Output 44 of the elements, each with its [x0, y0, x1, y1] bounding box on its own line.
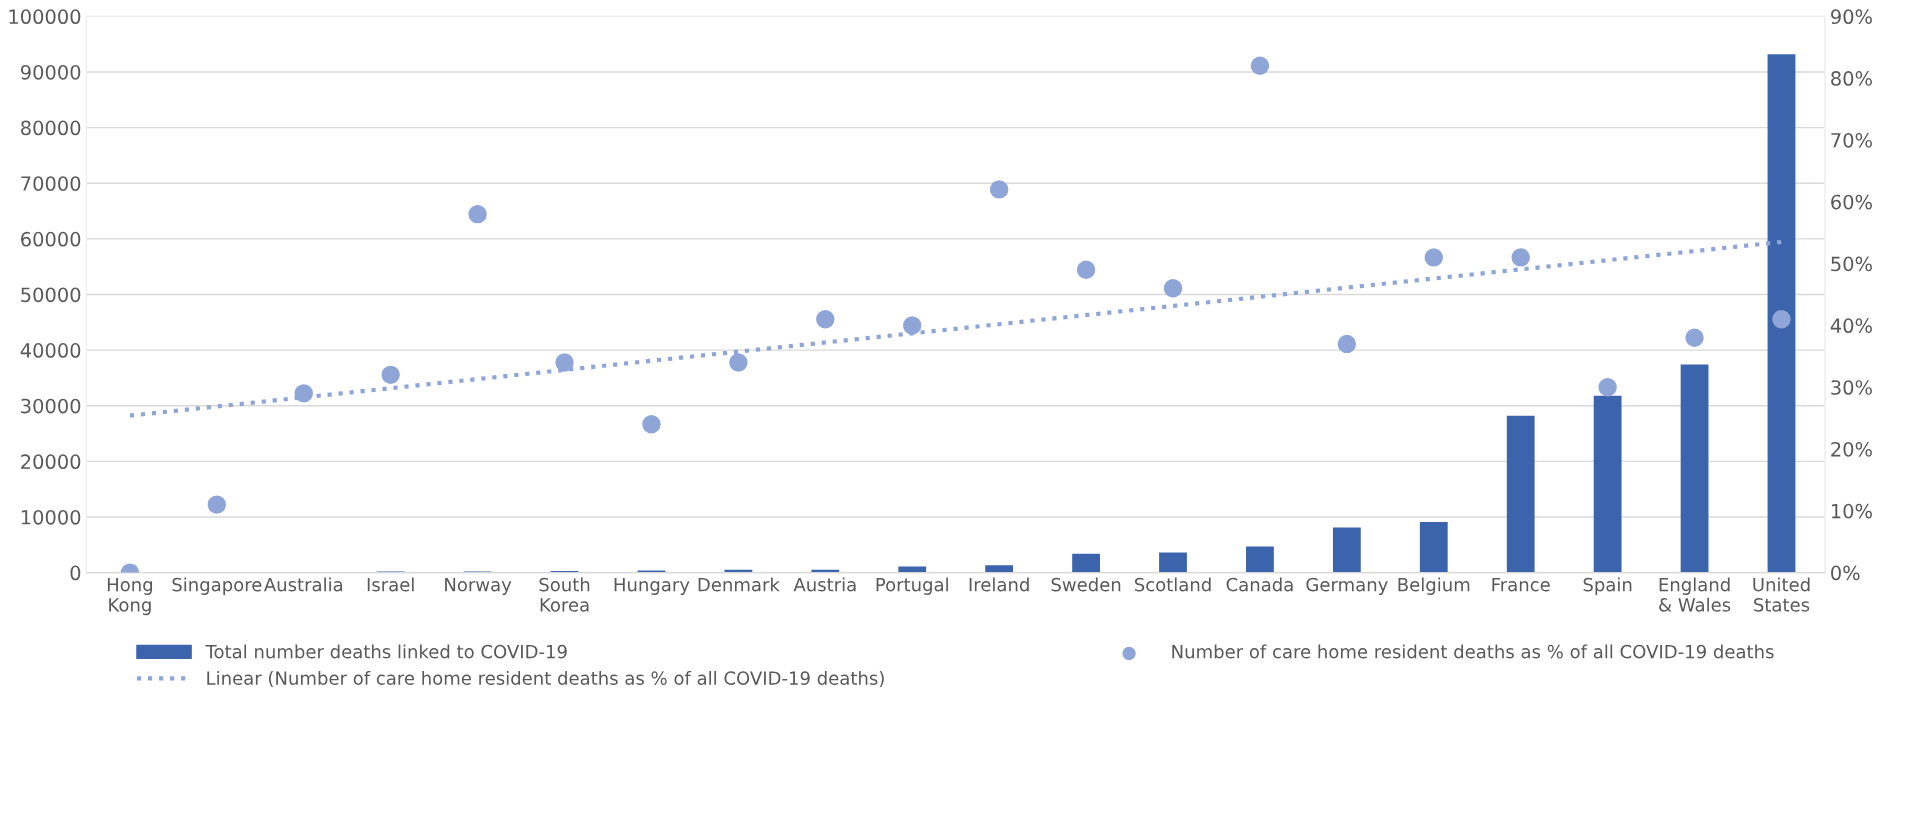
- y2-tick-label: 0%: [1831, 565, 1860, 581]
- x-tick-label: Spain: [1583, 577, 1632, 595]
- y-tick-label: 10000: [21, 509, 81, 525]
- y2-tick-label: 60%: [1831, 194, 1872, 210]
- legend-label: Number of care home resident deaths as % of all COVID-19 deaths: [1172, 644, 1774, 659]
- x-tick-label: Sweden: [1051, 577, 1121, 592]
- y-tick-label: 0: [70, 565, 81, 581]
- legend-label: Total number deaths linked to COVID-19: [205, 644, 567, 659]
- y-tick-label: 20000: [21, 454, 81, 470]
- y2-tick-label: 40%: [1830, 318, 1872, 334]
- x-tick-label: Israel: [367, 577, 414, 592]
- x-tick-label: South Korea: [539, 577, 590, 612]
- y-tick-label: 60000: [21, 231, 81, 247]
- x-tick-label: Germany: [1306, 577, 1388, 595]
- y-tick-label: 30000: [21, 398, 81, 414]
- legend-label: Linear (Number of care home resident deaths as % of all COVID-19 deaths): [207, 670, 884, 688]
- x-tick-label: Singapore: [172, 577, 262, 595]
- x-tick-label: United States: [1753, 577, 1810, 612]
- y-tick-label: 70000: [21, 176, 81, 191]
- y2-tick-label: 10%: [1831, 503, 1872, 519]
- x-tick-label: Ireland: [969, 577, 1029, 592]
- x-tick-label: Australia: [263, 577, 343, 592]
- x-tick-label: England & Wales: [1659, 577, 1731, 612]
- x-tick-label: Denmark: [698, 577, 780, 592]
- y-tick-label: 80000: [21, 120, 81, 136]
- x-tick-label: Scotland: [1134, 577, 1211, 592]
- y2-tick-label: 50%: [1831, 256, 1872, 272]
- x-tick-label: Hong Kong: [107, 578, 153, 616]
- y2-tick-label: 90%: [1831, 9, 1872, 25]
- x-tick-label: Portugal: [876, 577, 948, 595]
- x-tick-label: Norway: [445, 578, 512, 595]
- y-tick-label: 40000: [20, 343, 81, 358]
- y-tick-label: 90000: [20, 64, 81, 80]
- y2-tick-label: 70%: [1831, 132, 1872, 148]
- x-tick-label: Belgium: [1398, 577, 1470, 595]
- x-tick-label: France: [1492, 578, 1550, 592]
- y2-tick-label: 80%: [1831, 71, 1872, 86]
- x-tick-label: Hungary: [614, 578, 690, 595]
- y-tick-label: 100000: [9, 9, 81, 25]
- y2-tick-label: 20%: [1831, 441, 1872, 457]
- x-tick-label: Canada: [1226, 577, 1293, 592]
- y-tick-label: 50000: [21, 287, 81, 303]
- y2-tick-label: 30%: [1831, 380, 1872, 395]
- x-tick-label: Austria: [793, 577, 856, 592]
